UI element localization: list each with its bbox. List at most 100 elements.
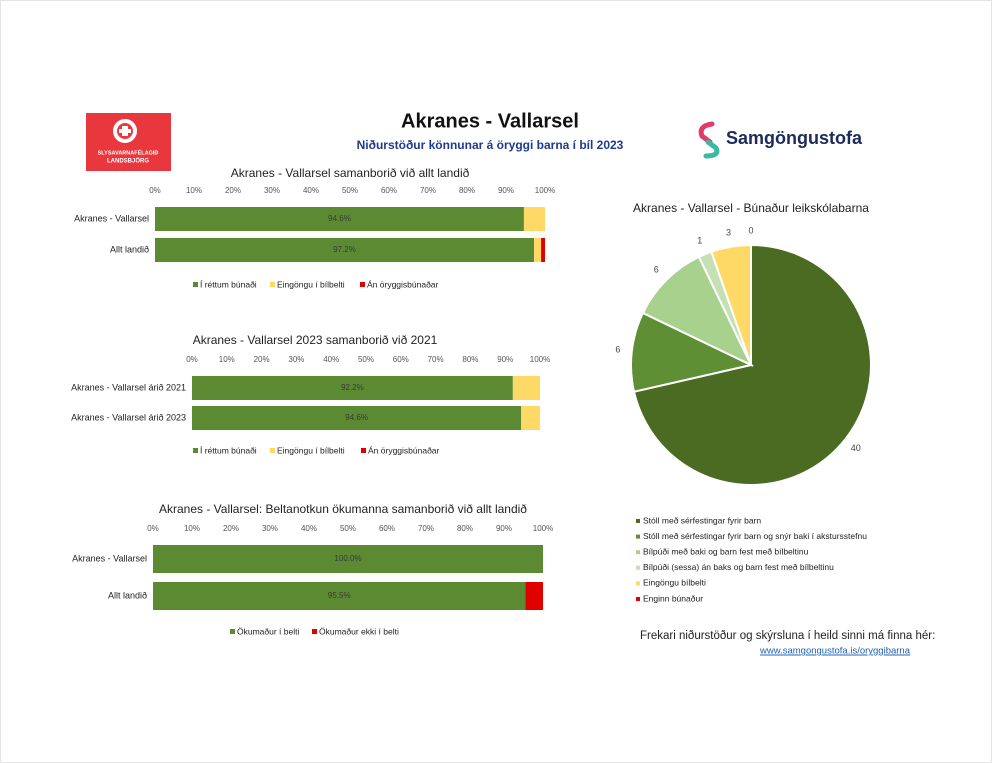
legend-swatch [270,282,275,287]
logo-right-text: Samgöngustofa [726,128,863,148]
x-tick-label: 80% [457,524,473,533]
category-label: Akranes - Vallarsel árið 2021 [71,382,186,392]
bar-segment [512,376,540,400]
x-tick-label: 100% [533,524,553,533]
legend-swatch [636,519,640,523]
page-subtitle: Niðurstöður könnunar á öryggi barna í bí… [357,138,624,152]
bar-segment [153,582,526,610]
bar-segment [525,582,543,610]
x-tick-label: 90% [496,524,512,533]
chart-title: Akranes - Vallarsel - Búnaður leikskólab… [633,201,869,215]
legend-label: Í réttum búnaði [200,279,257,289]
chart-title: Akranes - Vallarsel samanborið við allt … [231,166,470,180]
logo-s-top [698,121,715,145]
x-tick-label: 10% [219,355,235,364]
x-tick-label: 60% [393,355,409,364]
x-tick-label: 40% [303,186,319,195]
bar-segment [534,238,542,262]
category-label: Akranes - Vallarsel [72,553,147,563]
legend-label: Ökumaður í belti [237,626,299,636]
legend-label: Án öryggisbúnaðar [368,445,440,455]
data-label: 100.0% [334,554,361,563]
bar-segment [155,207,524,231]
legend-label: Ökumaður ekki í belti [319,626,399,636]
legend-label: Stóll með sérfestingar fyrir barn [643,515,761,525]
data-label: 94.6% [328,214,351,223]
category-label: Akranes - Vallarsel [74,213,149,223]
x-tick-label: 0% [149,186,161,195]
legend-swatch [193,448,198,453]
logo-left-text: SLYSAVARNAFÉLAGIÐ [98,148,159,156]
bar-segment [541,238,545,262]
x-tick-label: 0% [147,524,159,533]
data-label: 92.2% [341,383,364,392]
chart-title: Akranes - Vallarsel 2023 samanborið við … [193,333,438,347]
page-title: Akranes - Vallarsel [401,110,579,132]
x-tick-label: 20% [223,524,239,533]
data-label: 95.5% [328,591,351,600]
x-tick-label: 40% [323,355,339,364]
logo-left-text: LANDSBJÖRG [107,158,149,165]
pie-slice [641,255,754,368]
legend-label: Stóll með sérfestingar fyrir barn og sný… [643,531,867,541]
legend-label: Eingöngu bílbelti [643,578,706,588]
x-tick-label: 30% [288,355,304,364]
bar-segment [521,406,540,430]
data-label: 0 [748,225,753,235]
x-tick-label: 50% [340,524,356,533]
x-tick-label: 20% [254,355,270,364]
legend-label: Enginn búnaður [643,593,703,603]
data-label: 6 [615,344,620,354]
x-tick-label: 70% [418,524,434,533]
x-tick-label: 30% [264,186,280,195]
logo-cross [119,126,131,136]
x-tick-label: 0% [186,355,198,364]
x-tick-label: 100% [535,186,555,195]
legend-label: Eingöngu í bílbelti [277,445,345,455]
logo-ring [113,119,137,143]
x-tick-label: 80% [459,186,475,195]
x-tick-label: 70% [428,355,444,364]
category-label: Allt landið [110,244,149,254]
category-label: Allt landið [108,590,147,600]
bar-segment [153,545,543,573]
data-label: 6 [654,265,659,275]
legend-label: Eingöngu í bílbelti [277,279,345,289]
x-tick-label: 90% [498,186,514,195]
footer-link[interactable]: www.samgongustofa.is/oryggibarna [759,646,911,657]
bar-segment [155,238,535,262]
legend-swatch [360,282,365,287]
chart-title: Akranes - Vallarsel: Beltanotkun ökumann… [159,502,527,516]
legend-label: Bílpúði með baki og barn fest með bílbel… [643,546,809,556]
data-label: 1 [697,236,702,246]
legend-swatch [230,629,235,634]
legend-swatch [636,534,640,539]
x-tick-label: 70% [420,186,436,195]
x-tick-label: 10% [186,186,202,195]
legend-label: Í réttum búnaði [200,445,257,455]
legend-swatch [636,597,640,601]
legend-swatch [361,448,366,453]
x-tick-label: 30% [262,524,278,533]
footer-text: Frekari niðurstöður og skýrsluna í heild… [640,630,935,642]
legend-label: Bílpúði (sessa) án baks og barn fest með… [643,562,834,572]
legend-label: Án öryggisbúnaðar [367,279,439,289]
bar-segment [192,376,513,400]
data-label: 97.2% [333,245,356,254]
bar-segment [192,406,522,430]
x-tick-label: 50% [358,355,374,364]
x-tick-label: 50% [342,186,358,195]
x-tick-label: 40% [301,524,317,533]
x-tick-label: 60% [379,524,395,533]
legend-swatch [270,448,275,453]
logo-s-bottom [703,139,720,159]
x-tick-label: 60% [381,186,397,195]
legend-swatch [636,550,640,555]
x-tick-label: 20% [225,186,241,195]
x-tick-label: 80% [462,355,478,364]
category-label: Akranes - Vallarsel árið 2023 [71,412,186,422]
pie-slice [630,311,755,393]
data-label: 3 [726,227,731,237]
legend-swatch [312,629,317,634]
